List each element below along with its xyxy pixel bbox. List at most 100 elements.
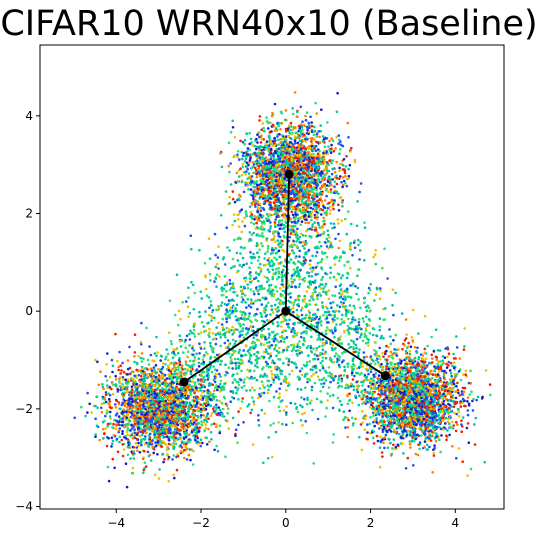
scatter-point: [228, 282, 232, 286]
scatter-point: [268, 134, 271, 138]
scatter-point: [221, 317, 224, 321]
scatter-point: [319, 233, 322, 237]
scatter-point: [277, 186, 280, 190]
scatter-point: [184, 300, 188, 303]
scatter-point: [256, 338, 259, 342]
scatter-point: [279, 110, 283, 114]
scatter-point: [238, 335, 241, 338]
scatter-point: [250, 203, 254, 206]
scatter-point: [199, 290, 202, 294]
scatter-point: [311, 408, 314, 412]
scatter-point: [296, 227, 299, 231]
scatter-point: [250, 361, 253, 365]
scatter-point: [315, 132, 319, 135]
scatter-point: [153, 352, 157, 355]
scatter-point: [289, 245, 292, 248]
scatter-point: [338, 292, 341, 295]
scatter-point: [300, 189, 304, 193]
scatter-point: [320, 108, 323, 111]
scatter-point: [296, 331, 299, 335]
scatter-point: [322, 313, 325, 317]
scatter-point: [261, 244, 264, 248]
scatter-point: [304, 258, 308, 262]
scatter-point: [285, 145, 289, 148]
scatter-point: [281, 314, 285, 318]
scatter-point: [183, 367, 187, 371]
scatter-point: [337, 246, 341, 250]
scatter-point: [301, 184, 305, 187]
scatter-point: [288, 131, 292, 135]
scatter-point: [381, 266, 384, 270]
scatter-point: [215, 369, 219, 372]
scatter-point: [307, 170, 310, 174]
scatter-point: [220, 289, 224, 293]
scatter-point: [328, 358, 332, 361]
scatter-point: [313, 365, 316, 368]
scatter-point: [253, 199, 257, 202]
scatter-point: [306, 380, 309, 384]
scatter-point: [303, 276, 307, 280]
scatter-point: [311, 164, 315, 168]
scatter-point: [257, 255, 261, 259]
scatter-point: [303, 203, 306, 207]
scatter-point: [259, 270, 263, 273]
scatter-point: [324, 379, 328, 382]
scatter-point: [340, 352, 344, 355]
scatter-point: [303, 375, 307, 378]
scatter-point: [302, 197, 305, 200]
scatter-point: [208, 272, 212, 276]
scatter-point: [204, 310, 207, 313]
scatter-point: [292, 252, 296, 255]
scatter-point: [266, 247, 270, 250]
scatter-point: [328, 139, 331, 143]
scatter-point: [272, 201, 276, 204]
scatter-point: [326, 239, 330, 243]
scatter-point: [263, 222, 266, 225]
scatter-point: [356, 238, 360, 242]
scatter-point: [316, 294, 319, 297]
scatter-point: [300, 351, 304, 354]
scatter-point: [314, 303, 318, 307]
scatter-point: [325, 137, 329, 140]
scatter-point: [274, 218, 278, 221]
scatter-point: [233, 154, 236, 157]
scatter-point: [299, 209, 302, 213]
scatter-point: [263, 257, 266, 260]
scatter-point: [203, 341, 206, 344]
scatter-point: [310, 210, 314, 214]
scatter-point: [373, 253, 377, 256]
scatter-point: [243, 378, 246, 381]
scatter-point: [316, 297, 319, 301]
scatter-point: [361, 317, 365, 320]
scatter-point: [294, 172, 298, 176]
scatter-point: [233, 238, 236, 242]
scatter-point: [265, 197, 269, 200]
scatter-point: [252, 231, 256, 235]
scatter-point: [292, 150, 296, 154]
scatter-point: [249, 156, 252, 160]
scatter-point: [239, 339, 242, 342]
scatter-point: [298, 255, 301, 258]
scatter-point: [242, 151, 245, 155]
scatter-point: [329, 329, 333, 332]
scatter-point: [274, 375, 278, 379]
scatter-point: [249, 271, 252, 274]
scatter-point: [265, 341, 269, 345]
scatter-point: [243, 216, 246, 220]
scatter-point: [287, 155, 290, 158]
scatter-point: [373, 299, 376, 302]
scatter-point: [261, 207, 265, 210]
scatter-point: [254, 171, 257, 174]
scatter-point: [357, 351, 361, 355]
scatter-point: [275, 161, 279, 164]
scatter-point: [343, 365, 346, 369]
scatter-point: [355, 346, 358, 350]
scatter-point: [346, 362, 349, 366]
scatter-point: [225, 308, 228, 312]
scatter-point: [340, 403, 343, 407]
scatter-point: [258, 147, 261, 150]
scatter-point: [274, 365, 277, 369]
scatter-point: [315, 354, 319, 358]
scatter-point: [320, 226, 324, 230]
scatter-point: [216, 449, 220, 453]
